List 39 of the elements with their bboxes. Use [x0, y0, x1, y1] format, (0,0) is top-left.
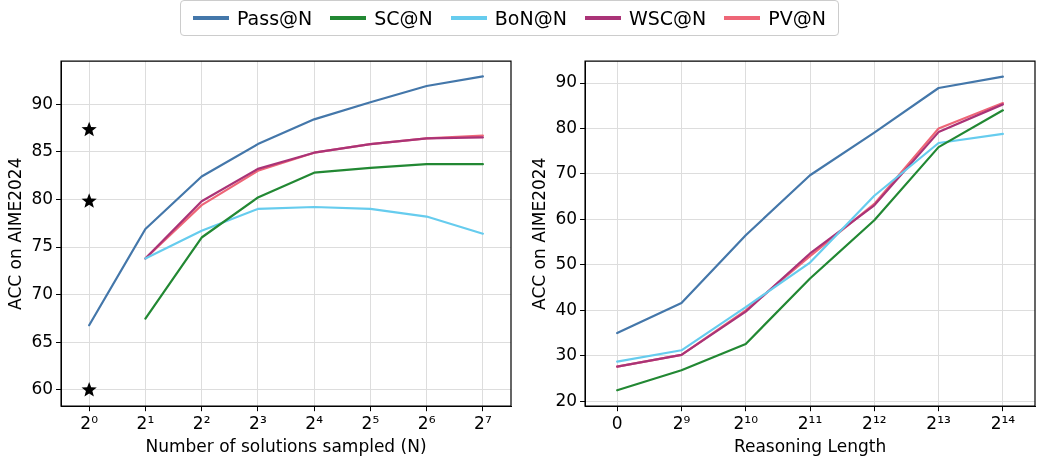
y-tick-label: 85	[31, 140, 54, 161]
x-axis-title: Number of solutions sampled (N)	[145, 436, 427, 457]
y-axis-title: ACC on AIME2024	[528, 157, 549, 310]
y-tick-label: 75	[31, 235, 54, 256]
y-tick-label: 60	[555, 207, 578, 228]
y-tick-label: 80	[555, 116, 578, 137]
y-tick-label: 40	[555, 298, 578, 319]
legend-label: Pass@N	[237, 7, 313, 29]
legend-label: WSC@N	[628, 7, 707, 29]
y-tick-label: 60	[31, 378, 54, 399]
x-tick-label: 2¹²	[862, 412, 887, 433]
x-tick-label: 2⁰	[80, 412, 99, 433]
y-tick-label: 90	[555, 71, 578, 92]
x-tick-label: 2¹⁴	[990, 412, 1016, 433]
x-tick-label: 2²	[192, 412, 211, 433]
y-tick-label: 20	[555, 389, 578, 410]
y-axis-title: ACC on AIME2024	[4, 157, 25, 310]
x-tick-label: 2⁷	[474, 412, 492, 433]
x-tick-label: 2¹⁰	[733, 412, 759, 433]
x-tick-label: 2³	[249, 412, 267, 433]
y-tick-label: 65	[31, 330, 54, 351]
x-tick-label: 2⁹	[672, 412, 691, 433]
x-tick-label: 0	[611, 412, 623, 433]
y-tick-label: 70	[555, 162, 578, 183]
x-axis-title: Reasoning Length	[733, 436, 887, 457]
x-tick-label: 2¹	[136, 412, 155, 433]
x-tick-label: 2⁵	[361, 412, 380, 433]
x-tick-label: 2⁴	[305, 412, 324, 433]
x-tick-label: 2¹¹	[797, 412, 823, 433]
y-tick-label: 80	[31, 187, 54, 208]
legend-label: PV@N	[768, 7, 826, 29]
y-tick-label: 50	[555, 253, 578, 274]
y-tick-label: 70	[31, 283, 54, 304]
legend-label: BoN@N	[494, 7, 567, 29]
x-tick-label: 2⁶	[417, 412, 436, 433]
y-tick-label: 30	[555, 344, 578, 365]
y-tick-label: 90	[31, 92, 54, 113]
x-tick-label: 2¹³	[926, 412, 951, 433]
legend-label: SC@N	[374, 7, 433, 29]
